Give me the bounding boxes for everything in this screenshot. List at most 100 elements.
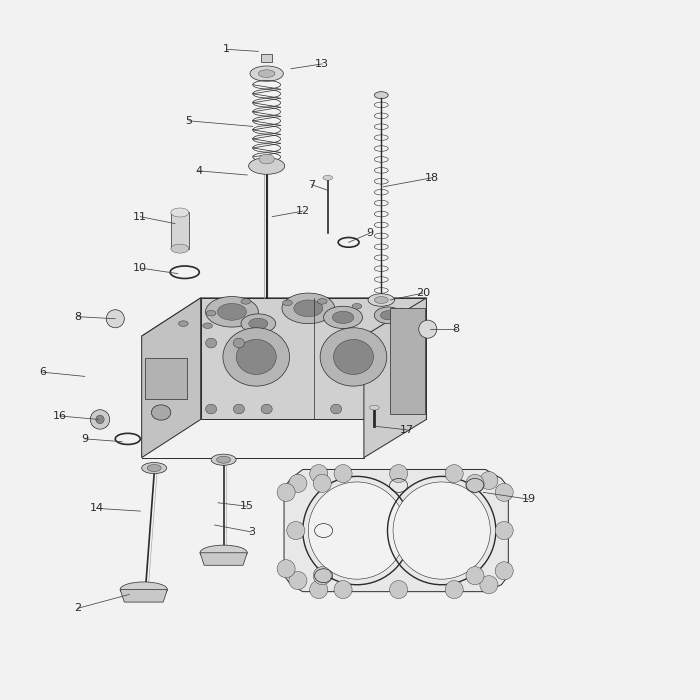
Circle shape	[96, 415, 104, 424]
Ellipse shape	[141, 463, 167, 474]
Circle shape	[309, 580, 328, 598]
Ellipse shape	[370, 405, 379, 410]
Ellipse shape	[374, 297, 388, 304]
Polygon shape	[201, 298, 426, 419]
Circle shape	[277, 483, 295, 501]
Circle shape	[309, 465, 328, 482]
Ellipse shape	[261, 404, 272, 414]
Circle shape	[495, 562, 513, 580]
Bar	[261, 54, 272, 62]
Ellipse shape	[241, 314, 276, 333]
Circle shape	[419, 320, 437, 338]
Text: 12: 12	[295, 206, 310, 216]
Ellipse shape	[206, 338, 217, 348]
Ellipse shape	[352, 304, 362, 309]
Circle shape	[495, 483, 513, 501]
Text: 17: 17	[400, 425, 414, 435]
Polygon shape	[141, 298, 426, 336]
Ellipse shape	[330, 404, 342, 414]
Polygon shape	[364, 298, 426, 458]
Circle shape	[334, 465, 352, 482]
Circle shape	[445, 580, 463, 598]
Circle shape	[480, 575, 498, 594]
Text: 19: 19	[522, 494, 536, 504]
Ellipse shape	[120, 582, 167, 597]
Circle shape	[287, 522, 305, 540]
Ellipse shape	[217, 456, 230, 463]
Ellipse shape	[282, 293, 335, 323]
Text: 8: 8	[452, 324, 459, 334]
Text: 13: 13	[315, 59, 329, 69]
Ellipse shape	[248, 318, 268, 329]
Circle shape	[466, 567, 484, 584]
Ellipse shape	[233, 404, 244, 414]
Ellipse shape	[206, 404, 217, 414]
Ellipse shape	[368, 294, 394, 307]
Polygon shape	[200, 553, 247, 566]
Circle shape	[480, 472, 498, 489]
Circle shape	[289, 475, 307, 492]
Circle shape	[445, 465, 463, 482]
Ellipse shape	[317, 299, 327, 304]
Text: 2: 2	[74, 603, 81, 613]
Polygon shape	[284, 470, 508, 592]
Bar	[171, 213, 189, 248]
Ellipse shape	[283, 300, 293, 306]
Circle shape	[277, 560, 295, 577]
Ellipse shape	[381, 311, 395, 320]
Text: 6: 6	[40, 368, 47, 377]
Text: 16: 16	[52, 411, 66, 421]
Ellipse shape	[223, 328, 290, 386]
Text: 20: 20	[416, 288, 430, 298]
Ellipse shape	[203, 323, 213, 328]
Ellipse shape	[218, 303, 246, 320]
Ellipse shape	[241, 299, 251, 304]
Ellipse shape	[178, 321, 188, 326]
Ellipse shape	[171, 244, 189, 253]
Ellipse shape	[211, 454, 236, 466]
Text: 5: 5	[186, 116, 192, 126]
Ellipse shape	[397, 308, 407, 314]
Polygon shape	[145, 358, 187, 398]
Polygon shape	[391, 308, 425, 414]
Text: 4: 4	[195, 166, 202, 176]
Circle shape	[308, 482, 405, 579]
Ellipse shape	[259, 154, 274, 164]
Ellipse shape	[333, 340, 374, 374]
Ellipse shape	[323, 306, 363, 328]
Text: 11: 11	[133, 211, 147, 222]
Ellipse shape	[147, 465, 161, 472]
Circle shape	[106, 309, 125, 328]
Ellipse shape	[294, 300, 323, 316]
Circle shape	[313, 567, 331, 584]
Circle shape	[90, 410, 110, 429]
Circle shape	[393, 482, 490, 579]
Ellipse shape	[151, 405, 171, 420]
Circle shape	[390, 465, 407, 482]
Ellipse shape	[374, 307, 402, 323]
Text: 10: 10	[133, 263, 147, 273]
Ellipse shape	[233, 338, 244, 348]
Circle shape	[313, 475, 331, 492]
Ellipse shape	[250, 66, 284, 81]
Text: 1: 1	[223, 44, 230, 55]
Text: 3: 3	[248, 527, 255, 537]
Ellipse shape	[374, 92, 388, 99]
Ellipse shape	[258, 70, 275, 78]
Text: 18: 18	[425, 173, 439, 183]
Circle shape	[289, 571, 307, 589]
Polygon shape	[141, 298, 201, 458]
Text: 15: 15	[240, 501, 254, 511]
Text: 9: 9	[366, 228, 373, 238]
Circle shape	[334, 580, 352, 598]
Text: 14: 14	[90, 503, 104, 513]
Circle shape	[390, 580, 407, 598]
Ellipse shape	[200, 545, 247, 561]
Text: 7: 7	[308, 180, 316, 190]
Ellipse shape	[332, 312, 354, 323]
Ellipse shape	[206, 310, 216, 316]
Polygon shape	[120, 589, 167, 602]
Text: 8: 8	[74, 312, 81, 322]
Ellipse shape	[237, 340, 276, 374]
Ellipse shape	[323, 175, 332, 180]
